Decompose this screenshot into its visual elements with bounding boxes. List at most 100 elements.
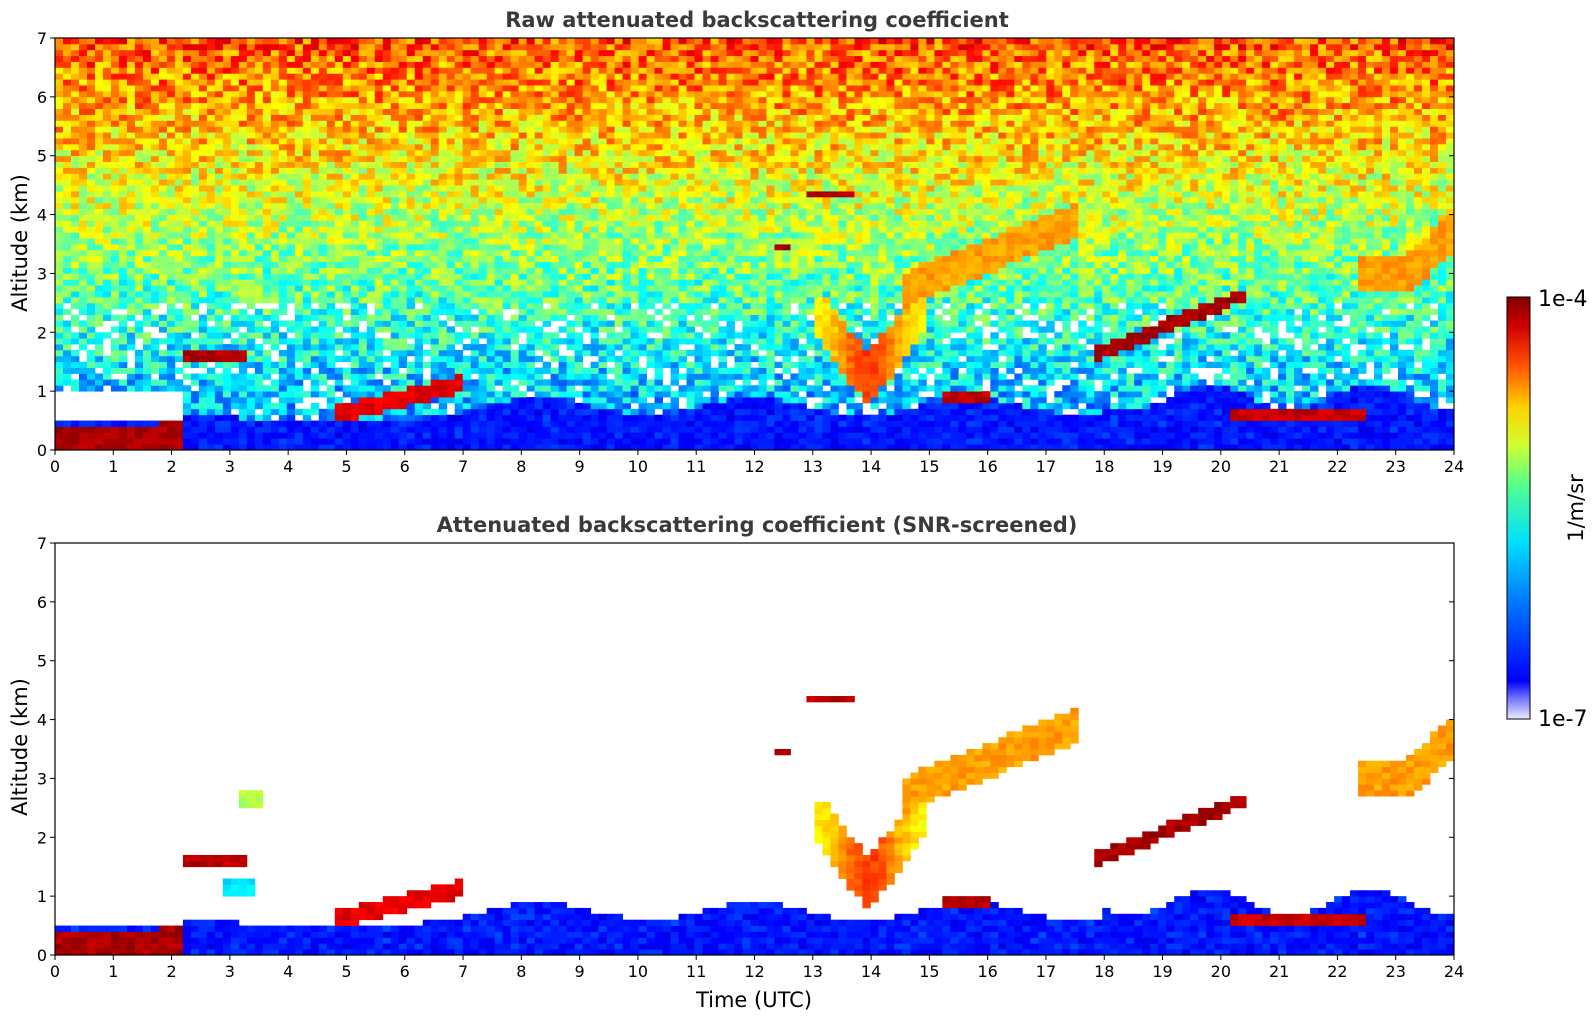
heatmap-cell (390, 420, 400, 427)
heatmap-cell (350, 79, 360, 86)
heatmap-cell (294, 355, 304, 363)
heatmap-cell (422, 38, 432, 45)
heatmap-cell (414, 426, 424, 433)
heatmap-cell (70, 102, 80, 110)
heatmap-cell (126, 38, 136, 45)
heatmap-cell (582, 67, 592, 74)
heatmap-cell (574, 85, 584, 92)
heatmap-cell (558, 426, 568, 433)
heatmap-cell (222, 355, 232, 363)
heatmap-cell (94, 191, 104, 198)
heatmap-cell (414, 385, 424, 392)
heatmap-cell (238, 249, 248, 257)
heatmap-cell (574, 238, 584, 245)
heatmap-cell (590, 49, 600, 57)
heatmap-cell (542, 279, 552, 286)
heatmap-cell (534, 279, 544, 286)
heatmap-cell (310, 332, 320, 339)
heatmap-cell (590, 308, 600, 316)
heatmap-cell (78, 255, 88, 263)
heatmap-cell (590, 138, 600, 145)
heatmap-cell (574, 344, 584, 351)
heatmap-cell (638, 373, 647, 380)
heatmap-cell (390, 391, 400, 398)
heatmap-cell (446, 96, 456, 104)
heatmap-cell (526, 379, 536, 386)
heatmap-cell (358, 432, 368, 439)
heatmap-cell (462, 85, 472, 92)
heatmap-cell (558, 90, 568, 98)
heatmap-cell (110, 249, 120, 257)
panel-raw: Raw attenuated backscattering coefficien… (8, 8, 1464, 476)
heatmap-cell (62, 214, 72, 221)
heatmap-cell (646, 344, 655, 351)
heatmap-cell (238, 314, 248, 321)
heatmap-cell (566, 308, 576, 316)
heatmap-cell (222, 420, 232, 427)
heatmap-cell (494, 273, 504, 280)
heatmap-cell (446, 179, 456, 186)
heatmap-cell (638, 344, 647, 351)
heatmap-cell (270, 73, 280, 80)
heatmap-cell (518, 138, 528, 145)
heatmap-cell (622, 90, 631, 98)
heatmap-cell (478, 102, 488, 110)
heatmap-cell (566, 367, 576, 374)
heatmap-cell (518, 391, 528, 398)
heatmap-cell (598, 61, 607, 68)
heatmap-cell (310, 179, 320, 186)
heatmap-cell (590, 161, 600, 168)
heatmap-cell (358, 79, 368, 86)
heatmap-cell (494, 149, 504, 157)
heatmap-cell (214, 273, 224, 280)
heatmap-cell (350, 173, 360, 180)
heatmap-cell (134, 220, 144, 227)
heatmap-cell (374, 120, 384, 127)
heatmap-cell (126, 296, 136, 304)
heatmap-cell (350, 38, 360, 45)
heatmap-cell (55, 208, 64, 215)
heatmap-cell (550, 349, 560, 357)
heatmap-cell (70, 220, 80, 227)
heatmap-cell (342, 261, 352, 268)
heatmap-cell (382, 196, 392, 204)
heatmap-cell (190, 344, 200, 351)
heatmap-cell (286, 43, 296, 51)
heatmap-cell (150, 167, 160, 174)
heatmap-cell (630, 108, 639, 115)
heatmap-cell (206, 432, 216, 439)
heatmap-cell (62, 355, 72, 363)
heatmap-cell (206, 185, 216, 192)
heatmap-cell (262, 208, 272, 215)
heatmap-cell (278, 185, 288, 192)
heatmap-cell (286, 73, 296, 80)
heatmap-cell (70, 161, 80, 168)
heatmap-cell (542, 420, 552, 427)
heatmap-cell (238, 355, 248, 363)
heatmap-cell (582, 296, 592, 304)
heatmap-cell (198, 267, 208, 274)
heatmap-cell (446, 379, 456, 386)
heatmap-cell (366, 196, 376, 204)
heatmap-cell (190, 326, 200, 333)
heatmap-cell (630, 96, 639, 104)
heatmap-cell (214, 391, 224, 398)
heatmap-cell (446, 143, 456, 151)
heatmap-cell (382, 338, 392, 345)
heatmap-cell (158, 43, 168, 51)
heatmap-cell (358, 67, 368, 74)
heatmap-cell (110, 143, 120, 151)
heatmap-cell (390, 85, 400, 92)
heatmap-cell (406, 179, 416, 186)
heatmap-cell (318, 320, 328, 327)
heatmap-cell (86, 426, 96, 433)
heatmap-cell (150, 296, 160, 304)
heatmap-cell (470, 426, 480, 433)
heatmap-cell (342, 326, 352, 333)
heatmap-cell (142, 202, 152, 210)
heatmap-cell (70, 38, 80, 45)
heatmap-cell (582, 214, 592, 221)
heatmap-cell (110, 379, 120, 386)
heatmap-cell (518, 55, 528, 62)
heatmap-cell (102, 114, 112, 121)
